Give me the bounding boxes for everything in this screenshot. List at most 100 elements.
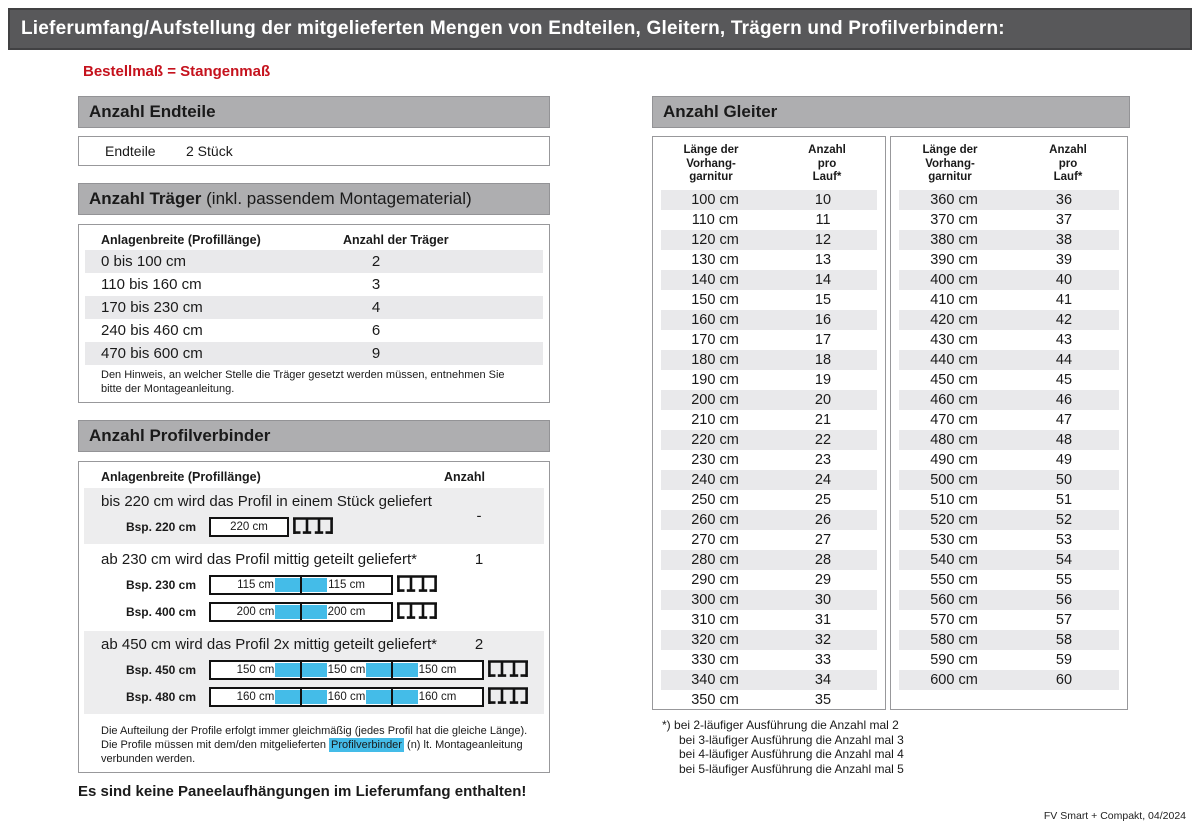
gleiter-count-cell: 43 <box>1055 331 1073 348</box>
profile-example-row: Bsp. 480 cm 160 cm 160 cm 160 cm <box>101 684 544 709</box>
page-title: Lieferumfang/Aufstellung der mitgeliefer… <box>8 8 1192 50</box>
gleiter-count-cell: 53 <box>1055 531 1073 548</box>
footnote-line: bei 3-läufiger Ausführung die Anzahl mal… <box>679 732 904 747</box>
gleiter-length-cell: 230 cm <box>691 451 739 468</box>
endteile-label: Endteile <box>105 143 156 159</box>
table-row: 310 cm 31 <box>661 610 877 630</box>
table-row: 190 cm 19 <box>661 370 877 390</box>
profile-cross-section-icon <box>397 601 437 623</box>
gleiter-count-cell: 57 <box>1055 611 1073 628</box>
profile-segment: 150 cm <box>418 663 457 676</box>
gleiter-count-cell: 55 <box>1055 571 1073 588</box>
traeger-note: Den Hinweis, an welcher Stelle die Träge… <box>101 369 505 395</box>
gleiter-length-cell: 550 cm <box>930 571 978 588</box>
gleiter-tables: Länge der Vorhang- garnitur Anzahl pro L… <box>652 136 1130 710</box>
gleiter-length-cell: 380 cm <box>930 231 978 248</box>
gleiter-length-cell: 470 cm <box>930 411 978 428</box>
gleiter-count-cell: 54 <box>1055 551 1073 568</box>
profile-segment: 160 cm <box>211 688 302 705</box>
gleiter-length-cell: 590 cm <box>930 651 978 668</box>
traeger-range-cell: 240 bis 460 cm <box>101 322 203 339</box>
section-header-endteile: Anzahl Endteile <box>78 96 550 128</box>
gleiter-length-cell: 500 cm <box>930 471 978 488</box>
gleiter-count-cell: 49 <box>1055 451 1073 468</box>
profile-bar-diagram: 160 cm 160 cm 160 cm <box>209 686 484 707</box>
gleiter-table-1-header: Länge der Vorhang- garnitur Anzahl pro L… <box>653 137 885 185</box>
profile-segment: 115 cm <box>328 578 365 591</box>
gleiter-count-cell: 34 <box>814 671 832 688</box>
table-row: 180 cm 18 <box>661 349 877 370</box>
gleiter-length-cell: 430 cm <box>930 331 978 348</box>
profile-example-label: Bsp. 230 cm <box>125 577 196 592</box>
profile-bar-diagram: 200 cm 200 cm <box>209 601 393 622</box>
gleiter-count-cell: 42 <box>1055 311 1073 328</box>
traeger-range-cell: 0 bis 100 cm <box>101 253 187 270</box>
gleiter-count-cell: 22 <box>814 431 832 448</box>
section-header-traeger: Anzahl Träger (inkl. passendem Montagema… <box>78 183 550 215</box>
section-header-gleiter-label: Anzahl Gleiter <box>663 102 778 121</box>
table-row: 170 bis 230 cm 4 <box>85 296 543 319</box>
gleiter-length-cell: 560 cm <box>930 591 978 608</box>
table-row: 170 cm 17 <box>661 330 877 350</box>
profile-example-label: Bsp. 220 cm <box>125 519 196 534</box>
footnote-line: bei 4-läufiger Ausführung die Anzahl mal… <box>679 747 904 761</box>
profilverbinder-group: ab 450 cm wird das Profil 2x mittig gete… <box>84 631 544 714</box>
table-row: 220 cm 22 <box>661 429 877 450</box>
gleiter-count-cell: 48 <box>1055 431 1073 448</box>
profilverbinder-note-part2: (n) lt. Montageanleitung verbunden werde… <box>101 739 523 765</box>
gleiter-count-cell: 10 <box>814 191 832 208</box>
table-row: 240 bis 460 cm 6 <box>85 319 543 342</box>
gleiter-length-cell: 520 cm <box>930 511 978 528</box>
table-row: 590 cm 59 <box>899 650 1119 670</box>
traeger-count-cell: 3 <box>371 276 381 293</box>
gleiter-table-1: Länge der Vorhang- garnitur Anzahl pro L… <box>652 136 886 710</box>
gleiter-length-cell: 370 cm <box>930 211 978 228</box>
table-row: 210 cm 21 <box>661 410 877 430</box>
traeger-range-cell: 170 bis 230 cm <box>101 299 203 316</box>
gleiter-count-cell: 58 <box>1055 631 1073 648</box>
gleiter-col1-header: Länge der Vorhang- garnitur <box>922 144 978 183</box>
gleiter-col1-header: Länge der Vorhang- garnitur <box>683 144 739 183</box>
gleiter-length-cell: 310 cm <box>691 611 739 628</box>
profile-cross-section-icon <box>397 574 437 596</box>
traeger-count-cell: 9 <box>371 345 381 362</box>
endteile-box: Endteile 2 Stück <box>78 136 550 166</box>
gleiter-count-cell: 13 <box>814 251 832 268</box>
gleiter-count-cell: 36 <box>1055 191 1073 208</box>
table-row: 400 cm 40 <box>899 269 1119 290</box>
profilverbinder-rule-text: bis 220 cm wird das Profil in einem Stüc… <box>101 493 432 510</box>
table-row: 450 cm 45 <box>899 370 1119 390</box>
gleiter-length-cell: 360 cm <box>930 191 978 208</box>
profilverbinder-count: - <box>476 507 482 525</box>
table-row: 600 cm 60 <box>899 669 1119 690</box>
endteile-value: 2 Stück <box>186 143 233 159</box>
gleiter-count-cell: 40 <box>1055 271 1073 288</box>
gleiter-count-cell: 16 <box>814 311 832 328</box>
profile-bar-diagram: 150 cm 150 cm 150 cm <box>209 659 484 680</box>
profile-segment: 200 cm <box>211 603 302 620</box>
gleiter-count-cell: 52 <box>1055 511 1073 528</box>
profile-segment: 200 cm <box>327 605 366 618</box>
profile-bar-diagram: 220 cm <box>209 516 289 537</box>
traeger-range-cell: 110 bis 160 cm <box>101 276 202 293</box>
gleiter-count-cell: 33 <box>814 651 832 668</box>
table-row: 160 cm 16 <box>661 309 877 330</box>
profile-segment: 150 cm <box>211 661 302 678</box>
traeger-col1-header: Anlagenbreite (Profillänge) <box>101 233 261 247</box>
gleiter-count-cell: 19 <box>814 371 832 388</box>
profile-example-label: Bsp. 450 cm <box>125 662 196 677</box>
gleiter-length-cell: 570 cm <box>930 611 978 628</box>
table-row: 420 cm 42 <box>899 309 1119 330</box>
profilverbinder-note-highlight: Profilverbinder <box>329 738 404 752</box>
gleiter-count-cell: 30 <box>814 591 832 608</box>
traeger-count-cell: 6 <box>371 322 381 339</box>
table-row: 260 cm 26 <box>661 509 877 530</box>
gleiter-length-cell: 120 cm <box>691 231 739 248</box>
gleiter-count-cell: 26 <box>814 511 832 528</box>
traeger-table-rows: 0 bis 100 cm 2 110 bis 160 cm 3 170 bis 230 … <box>85 250 543 365</box>
table-row: 330 cm 33 <box>661 650 877 670</box>
profile-cross-section-icon <box>488 659 528 681</box>
gleiter-col2-header: Anzahl pro Lauf* <box>808 144 846 183</box>
table-row: 320 cm 32 <box>661 629 877 650</box>
section-header-endteile-label: Anzahl Endteile <box>89 102 216 121</box>
